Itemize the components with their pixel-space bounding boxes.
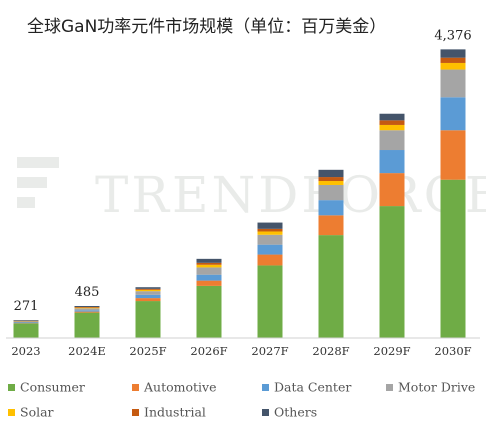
bar-segment-industrial-2029f (379, 120, 405, 125)
bar-segment-others-2026f (196, 258, 222, 263)
bar-segment-others-2025f (135, 287, 161, 289)
bar-segment-motor-drive-2024e (74, 308, 100, 311)
bar-segment-consumer-2029f (379, 206, 405, 338)
watermark-text: TRENDFORCE (95, 166, 486, 224)
bar-segment-solar-2029f (379, 124, 405, 131)
legend-swatch (386, 384, 393, 391)
x-tick-label: 2029F (373, 344, 410, 358)
bar-segment-data-center-2024e (74, 310, 100, 312)
legend-item-automotive: Automotive (132, 380, 217, 395)
bar-segment-data-center-2023 (13, 322, 39, 324)
legend-item-industrial: Industrial (132, 405, 206, 420)
total-label: 485 (75, 285, 100, 300)
bar-segment-automotive-2024e (74, 311, 100, 313)
bar-segment-data-center-2026f (196, 274, 222, 281)
legend-label: Others (274, 405, 317, 420)
bar-segment-consumer-2025f (135, 301, 161, 338)
bar-segment-consumer-2027f (257, 265, 283, 338)
bar-segment-others-2024e (74, 306, 100, 307)
total-labels: 271 485 4,376 (14, 28, 472, 314)
legend: Consumer Automotive Data Center Motor Drive… (8, 380, 475, 420)
bar-segment-automotive-2026f (196, 280, 222, 286)
bar-segment-consumer-2024e (74, 312, 100, 338)
bar-segment-motor-drive-2028f (318, 184, 344, 201)
x-tick-label: 2024E (68, 344, 106, 358)
bar-segment-industrial-2026f (196, 262, 222, 265)
bar-segment-consumer-2028f (318, 235, 344, 338)
bar-segment-others-2027f (257, 222, 283, 229)
legend-label: Motor Drive (398, 380, 475, 395)
legend-item-solar: Solar (8, 405, 54, 420)
legend-item-consumer: Consumer (8, 380, 85, 395)
bar-segment-motor-drive-2030f (440, 69, 466, 98)
bar-segment-automotive-2030f (440, 130, 466, 180)
bar-segment-automotive-2028f (318, 215, 344, 236)
bar-segment-data-center-2030f (440, 97, 466, 131)
bar-segment-motor-drive-2023 (13, 321, 39, 323)
bar-segment-data-center-2029f (379, 150, 405, 174)
legend-swatch (8, 409, 15, 416)
bar-segment-others-2030f (440, 49, 466, 58)
legend-label: Automotive (143, 380, 217, 395)
legend-label: Industrial (144, 405, 206, 420)
bar-segment-industrial-2028f (318, 177, 344, 182)
x-tick-label: 2023 (11, 344, 40, 358)
bar-segment-solar-2030f (440, 62, 466, 70)
bar-segment-consumer-2030f (440, 179, 466, 338)
bar-segment-motor-drive-2027f (257, 234, 283, 245)
legend-label: Consumer (20, 380, 85, 395)
legend-swatch (132, 409, 139, 416)
bar-segment-solar-2028f (318, 181, 344, 185)
watermark-logo-bar (17, 177, 47, 188)
watermark: TRENDFORCE (17, 157, 486, 224)
total-label: 4,376 (434, 28, 471, 43)
bar-segment-consumer-2023 (13, 323, 39, 338)
bar-segment-others-2023 (13, 320, 39, 321)
x-tick-label: 2028F (312, 344, 349, 358)
legend-swatch (8, 384, 15, 391)
bar-segment-motor-drive-2026f (196, 267, 222, 275)
bar-segment-industrial-2027f (257, 228, 283, 232)
bar-segment-solar-2026f (196, 264, 222, 268)
bar-segment-others-2029f (379, 113, 405, 121)
bar-segment-automotive-2027f (257, 254, 283, 266)
total-label: 271 (14, 299, 39, 314)
bar-segment-others-2028f (318, 169, 344, 178)
bar-segment-industrial-2024e (74, 307, 100, 308)
bar-segment-solar-2025f (135, 289, 161, 292)
legend-swatch (262, 384, 269, 391)
bar-segment-data-center-2028f (318, 200, 344, 216)
bar-segment-automotive-2025f (135, 298, 161, 302)
bar-segment-data-center-2025f (135, 294, 161, 299)
bar-segment-motor-drive-2025f (135, 291, 161, 295)
legend-label: Data Center (274, 380, 351, 395)
bars-layer (13, 49, 466, 338)
legend-item-data-center: Data Center (262, 380, 351, 395)
watermark-logo-bar (17, 197, 35, 208)
bar-segment-data-center-2027f (257, 244, 283, 255)
bar-segment-consumer-2026f (196, 285, 222, 338)
watermark-logo-bar (17, 157, 59, 168)
legend-item-others: Others (262, 405, 317, 420)
bar-segment-motor-drive-2029f (379, 130, 405, 151)
legend-item-motor-drive: Motor Drive (386, 380, 475, 395)
x-tick-label: 2030F (434, 344, 471, 358)
x-tick-labels: 2023 2024E 2025F 2026F 2027F 2028F 2029F 2030F (11, 344, 471, 358)
bar-segment-solar-2024e (74, 307, 100, 309)
x-tick-label: 2025F (129, 344, 166, 358)
bar-segment-automotive-2029f (379, 173, 405, 207)
bar-segment-solar-2027f (257, 231, 283, 235)
x-tick-label: 2027F (251, 344, 288, 358)
chart-title: 全球GaN功率元件市场规模（单位：百万美金） (27, 17, 386, 37)
legend-label: Solar (20, 405, 54, 420)
bar-segment-industrial-2025f (135, 288, 161, 290)
bar-segment-industrial-2030f (440, 57, 466, 63)
x-tick-label: 2026F (190, 344, 227, 358)
legend-swatch (132, 384, 139, 391)
legend-swatch (262, 409, 269, 416)
